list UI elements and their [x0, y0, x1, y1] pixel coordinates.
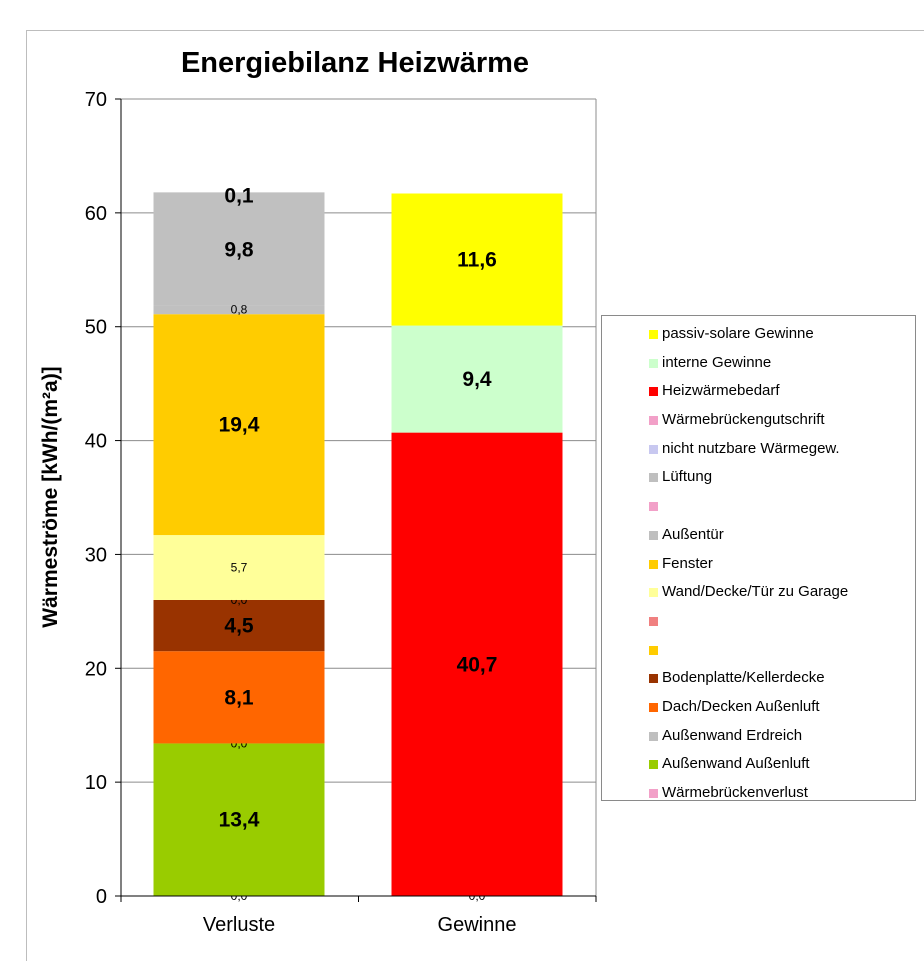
- chart-frame: [26, 30, 924, 961]
- legend-label: passiv-solare Gewinne: [662, 325, 814, 342]
- bar-segment: [153, 651, 325, 744]
- y-tick-label: 40: [85, 431, 107, 453]
- data-label: 8,1: [224, 686, 254, 709]
- legend-swatch: [649, 530, 658, 540]
- bar-segment: [153, 743, 325, 896]
- legend-swatch: [649, 645, 658, 655]
- data-label: 0,8: [231, 303, 248, 317]
- bar-segment: [391, 432, 563, 896]
- legend-swatch: [649, 616, 658, 626]
- legend-label: Bodenplatte/Kellerdecke: [662, 669, 825, 687]
- legend-swatch: [649, 473, 658, 483]
- y-tick-label: 50: [85, 317, 107, 339]
- legend-swatch: [649, 702, 658, 712]
- data-label: 4,5: [224, 615, 254, 638]
- legend-entry: Lüftung: [602, 463, 915, 492]
- legend-label: Heizwärmebedarf: [662, 382, 780, 400]
- legend-entry: Fenster: [602, 550, 915, 579]
- bar-segment: [391, 325, 563, 433]
- legend-label: Wärmebrückenverlust: [662, 784, 808, 801]
- legend-label: Fenster: [662, 554, 713, 572]
- legend-entry: Wärmebrückengutschrift: [602, 406, 915, 435]
- legend-label: Lüftung: [662, 468, 713, 486]
- bar-segment: [153, 314, 325, 536]
- legend-label: Außentür: [662, 525, 724, 543]
- y-tick-label: 30: [85, 544, 107, 566]
- data-label: 13,4: [219, 809, 260, 832]
- data-label: 11,6: [457, 249, 497, 272]
- legend-swatch: [649, 789, 658, 798]
- y-tick-label: 70: [85, 89, 107, 111]
- legend-entry: Heizwärmebedarf: [602, 377, 915, 406]
- y-axis-label: Wärmeströme [kWh/(m²a)]: [39, 366, 62, 627]
- legend-label: Dach/Decken Außenluft: [662, 697, 820, 715]
- bar-segment: [153, 305, 325, 315]
- legend: passiv-solare Gewinne interne Gewinne Heiz…: [601, 315, 916, 801]
- legend-entry: [602, 607, 915, 636]
- legend-entry: [602, 636, 915, 665]
- legend-label: Wand/Decke/Tür zu Garage: [662, 583, 849, 601]
- legend-label: nicht nutzbare Wärmegew.: [662, 439, 840, 457]
- bar-segment: [391, 193, 563, 326]
- bar-segment: [153, 193, 325, 306]
- plot-area: 0102030405060700,013,40,08,14,50,05,719,…: [85, 89, 597, 936]
- legend-entry: Außenwand Erdreich: [602, 722, 915, 751]
- data-label: 40,7: [457, 653, 498, 676]
- legend-entry: interne Gewinne: [602, 349, 915, 378]
- chart-title: Energiebilanz Heizwärme: [181, 47, 529, 79]
- legend-entry: Bodenplatte/Kellerdecke: [602, 664, 915, 693]
- legend-swatch: [649, 358, 658, 368]
- legend-entry: Außentür: [602, 521, 915, 550]
- legend-label: Wärmebrückengutschrift: [662, 411, 825, 429]
- legend-entry: Dach/Decken Außenluft: [602, 693, 915, 722]
- y-tick-label: 20: [85, 658, 107, 680]
- bar-segment: [153, 599, 325, 652]
- legend-swatch: [649, 731, 658, 741]
- data-label: 0,1: [224, 184, 254, 207]
- bar-segment: [153, 535, 325, 600]
- legend-entry: passiv-solare Gewinne: [602, 320, 915, 349]
- x-tick-label: Gewinne: [438, 914, 517, 936]
- legend-swatch: [649, 674, 658, 684]
- y-tick-label: 0: [96, 886, 107, 908]
- legend-label: Außenwand Außenluft: [662, 755, 810, 773]
- legend-swatch: [649, 588, 658, 598]
- y-tick-label: 60: [85, 203, 107, 225]
- legend-entry: Wand/Decke/Tür zu Garage: [602, 578, 915, 607]
- bar-segment: [153, 192, 325, 194]
- legend-swatch: [649, 760, 658, 770]
- y-tick-label: 10: [85, 772, 107, 794]
- legend-swatch: [649, 559, 658, 569]
- legend-swatch: [649, 444, 658, 454]
- data-label: 9,8: [224, 238, 254, 261]
- data-label: 5,7: [231, 561, 248, 575]
- x-tick-label: Verluste: [203, 914, 275, 936]
- legend-entry: [602, 492, 915, 521]
- legend-swatch: [649, 416, 658, 426]
- data-label: 19,4: [219, 414, 260, 437]
- legend-entry: Wärmebrückenverlust: [602, 779, 915, 808]
- legend-entry: nicht nutzbare Wärmegew.: [602, 435, 915, 464]
- legend-entry: Außenwand Außenluft: [602, 750, 915, 779]
- legend-swatch: [649, 502, 658, 512]
- legend-label: Außenwand Erdreich: [662, 726, 803, 744]
- legend-swatch: [649, 387, 658, 397]
- legend-swatch: [649, 330, 658, 339]
- data-label: 9,4: [462, 368, 492, 391]
- legend-label: interne Gewinne: [662, 353, 772, 371]
